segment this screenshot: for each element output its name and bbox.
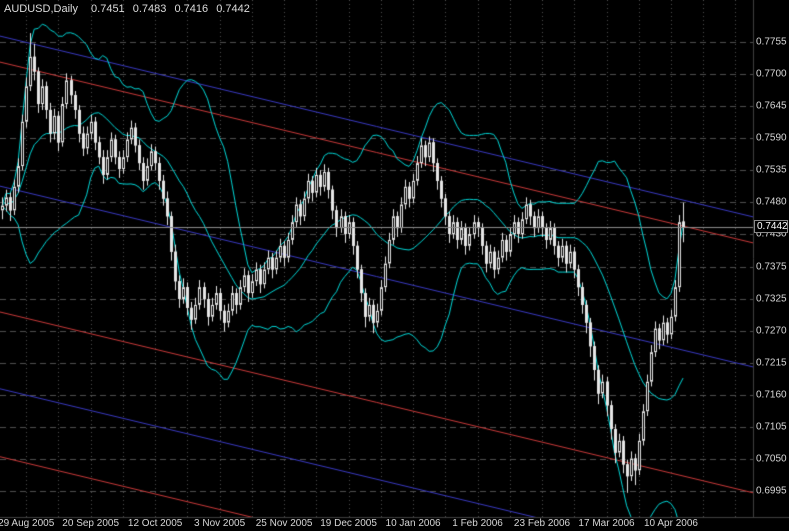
time-axis-label: 20 Sep 2005 (62, 518, 120, 529)
price-axis-label: 0.7590 (756, 132, 787, 144)
time-axis-label: 17 Mar 2006 (578, 518, 635, 529)
price-axis-label: 0.7700 (756, 68, 787, 80)
time-axis-label: 10 Jan 2006 (385, 518, 441, 529)
time-axis-label: 12 Oct 2005 (127, 518, 183, 529)
time-axis-label: 10 Apr 2006 (644, 518, 698, 529)
time-axis-label: 25 Nov 2005 (255, 518, 313, 529)
ohlc-low-value: 0.7416 (174, 3, 209, 15)
ohlc-high-value: 0.7483 (132, 3, 167, 15)
price-axis-label: 0.7645 (756, 100, 787, 112)
time-axis-label: 3 Nov 2005 (194, 518, 246, 529)
price-axis-label: 0.7325 (756, 293, 787, 305)
price-axis-label: 0.7430 (756, 228, 787, 240)
price-axis-label: 0.7535 (756, 164, 787, 176)
price-axis-label: 0.7480 (756, 196, 787, 208)
price-axis-label: 0.7050 (756, 453, 787, 465)
time-axis-label: 23 Feb 2006 (513, 518, 571, 529)
ohlc-open-value: 0.7451 (91, 3, 125, 15)
price-axis-label: 0.7755 (756, 36, 787, 48)
time-axis-label: 29 Aug 2005 (0, 518, 55, 529)
price-axis-label: 0.7270 (756, 325, 787, 337)
symbol-timeframe-label: AUDUSD,Daily (4, 3, 78, 15)
time-axis-label: 19 Dec 2005 (320, 518, 377, 529)
price-axis[interactable]: 0.7755 0.7700 0.7645 0.7590 0.7535 0.7480 0.74… (756, 0, 789, 517)
price-axis-label: 0.7375 (756, 261, 787, 272)
current-price-badge: 0.7442 (754, 219, 788, 233)
price-axis-label: 0.7105 (756, 421, 787, 433)
ohlc-close-value: 0.7442 (216, 3, 250, 15)
price-axis-label: 0.7160 (756, 389, 787, 401)
price-axis-label: 0.7215 (756, 357, 787, 369)
price-axis-label: 0.6995 (756, 485, 787, 497)
time-axis-label: 1 Feb 2006 (452, 518, 503, 529)
chart-title: AUDUSD,Daily 0.7451 0.7483 0.7416 0.7442 (4, 3, 255, 15)
time-axis[interactable]: 29 Aug 2005 20 Sep 2005 12 Oct 2005 3 Nov 2… (0, 518, 753, 531)
